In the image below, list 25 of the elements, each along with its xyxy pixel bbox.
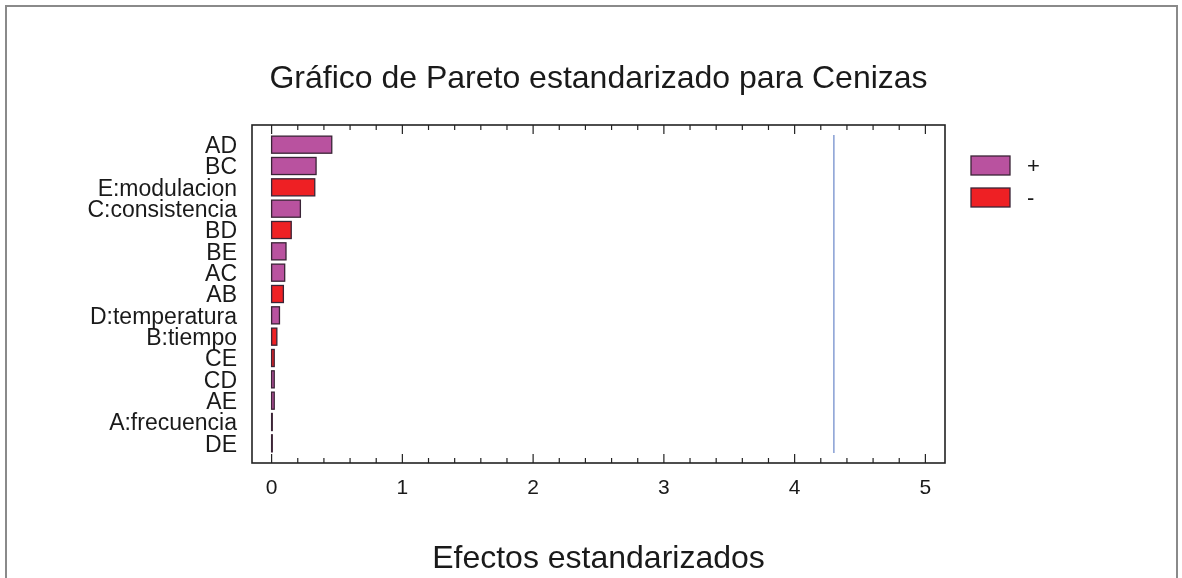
x-tick-label: 4 — [788, 475, 801, 498]
bar — [270, 348, 275, 368]
x-tick-label: 1 — [396, 475, 409, 498]
bar — [270, 156, 317, 176]
bar — [270, 242, 287, 261]
legend-label: - — [1027, 185, 1035, 211]
x-tick-label: 2 — [527, 475, 539, 498]
legend-label: + — [1027, 153, 1040, 179]
bar — [270, 220, 292, 240]
x-tick-label: 0 — [265, 475, 278, 498]
bar — [270, 327, 278, 346]
bar — [270, 391, 275, 410]
x-tick-label: 3 — [658, 475, 670, 498]
chart-title: Gráfico de Pareto estandarizado para Cenizas — [269, 59, 928, 95]
bar — [270, 199, 302, 218]
y-tick-label: AD — [205, 131, 237, 158]
x-tick-label: 5 — [919, 475, 932, 498]
bar — [270, 306, 281, 325]
bar — [270, 178, 316, 197]
x-axis-title: Efectos estandarizados — [432, 539, 765, 575]
bar — [270, 284, 285, 304]
bar — [270, 370, 275, 389]
bar — [270, 135, 333, 154]
bar — [270, 263, 286, 282]
y-tick-label: CD — [203, 366, 237, 393]
